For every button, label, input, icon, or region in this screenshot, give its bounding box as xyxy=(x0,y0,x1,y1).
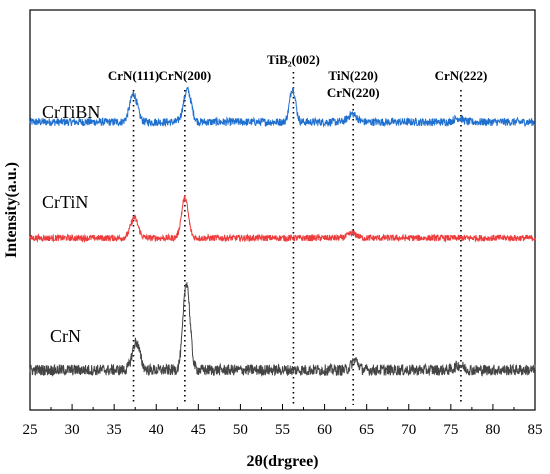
series-line-crtibn xyxy=(29,86,536,128)
x-axis-ticks: 25 30 35 40 45 50 55 60 65 70 75 80 85 xyxy=(23,404,543,438)
x-tick-label: 55 xyxy=(275,422,290,438)
x-tick-label: 40 xyxy=(149,422,164,438)
peak-annotation: CrN(111) xyxy=(108,68,159,83)
x-tick-label: 80 xyxy=(485,422,500,438)
y-axis-label: Intensity(a.u.) xyxy=(3,162,20,258)
series-group: CrTiBN CrTiN CrN xyxy=(29,86,536,377)
x-tick-label: 25 xyxy=(23,422,38,438)
x-tick-label: 35 xyxy=(107,422,122,438)
x-tick-label: 30 xyxy=(65,422,80,438)
series-label-crtin: CrTiN xyxy=(42,192,88,212)
x-tick-label: 70 xyxy=(401,422,416,438)
x-tick-label: 50 xyxy=(233,422,248,438)
x-tick-label: 60 xyxy=(317,422,332,438)
peak-annotation: TiN(220) xyxy=(328,68,378,83)
x-axis-label: 2θ(drgree) xyxy=(246,453,318,470)
series-label-crtibn: CrTiBN xyxy=(42,102,100,122)
peak-annotation: CrN(222) xyxy=(435,68,488,83)
series-label-crn: CrN xyxy=(50,326,81,346)
x-tick-label: 65 xyxy=(359,422,374,438)
series-line-crtin xyxy=(29,194,536,244)
x-tick-label: 45 xyxy=(191,422,206,438)
x-tick-label: 85 xyxy=(528,422,543,438)
reference-lines: CrN(111) CrN(200) TiB₂(002) TiN(220) CrN(220… xyxy=(108,52,487,405)
peak-annotation: TiB₂(002) xyxy=(267,52,320,67)
x-tick-label: 75 xyxy=(443,422,458,438)
peak-annotation: CrN(200) xyxy=(159,68,212,83)
series-line-crn xyxy=(29,282,536,377)
peak-annotation: CrN(220) xyxy=(327,85,380,100)
